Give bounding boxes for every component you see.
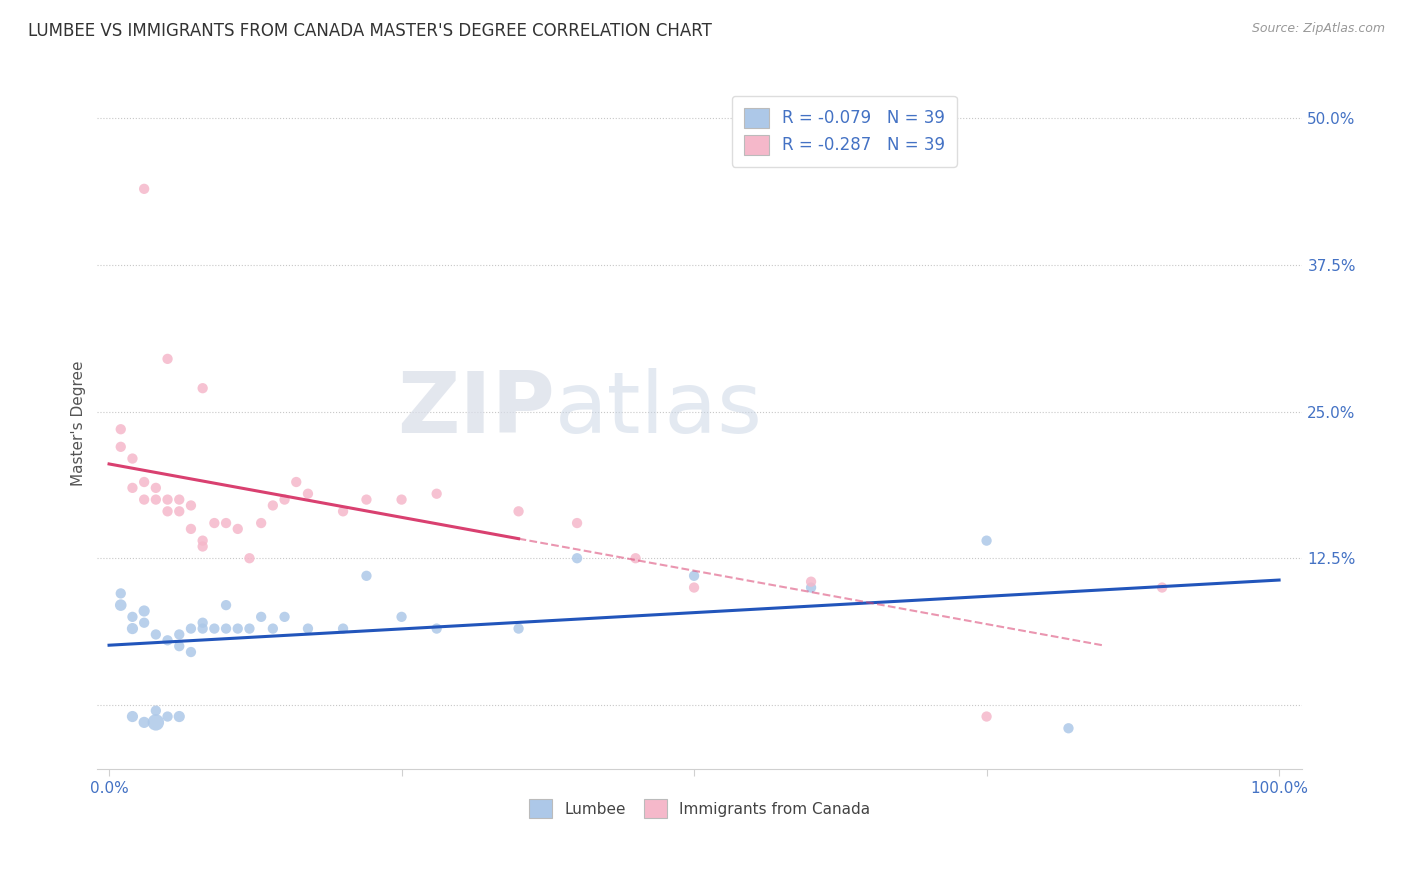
Point — [180, 522, 202, 536]
Point — [202, 516, 225, 530]
Point — [624, 551, 647, 566]
Point — [110, 422, 132, 436]
Point — [297, 487, 319, 501]
Point — [250, 610, 273, 624]
Text: LUMBEE VS IMMIGRANTS FROM CANADA MASTER'S DEGREE CORRELATION CHART: LUMBEE VS IMMIGRANTS FROM CANADA MASTER'… — [28, 22, 711, 40]
Point — [215, 516, 238, 530]
Point — [285, 475, 308, 489]
Point — [238, 622, 260, 636]
Point — [226, 622, 249, 636]
Point — [262, 622, 284, 636]
Point — [180, 645, 202, 659]
Point — [391, 492, 413, 507]
Legend: Lumbee, Immigrants from Canada: Lumbee, Immigrants from Canada — [523, 793, 877, 824]
Point — [191, 615, 214, 630]
Point — [356, 569, 378, 583]
Point — [1057, 721, 1080, 735]
Point — [134, 182, 156, 196]
Point — [391, 610, 413, 624]
Point — [273, 610, 295, 624]
Point — [167, 639, 190, 653]
Point — [202, 622, 225, 636]
Point — [134, 604, 156, 618]
Point — [1152, 581, 1174, 595]
Point — [976, 709, 998, 723]
Point — [145, 627, 167, 641]
Point — [156, 351, 179, 366]
Point — [508, 622, 530, 636]
Point — [215, 598, 238, 612]
Point — [565, 551, 588, 566]
Point — [426, 622, 449, 636]
Point — [145, 481, 167, 495]
Text: Source: ZipAtlas.com: Source: ZipAtlas.com — [1251, 22, 1385, 36]
Point — [426, 487, 449, 501]
Point — [215, 622, 238, 636]
Point — [332, 504, 354, 518]
Point — [121, 622, 143, 636]
Point — [121, 610, 143, 624]
Point — [800, 581, 823, 595]
Point — [332, 622, 354, 636]
Point — [134, 492, 156, 507]
Point — [191, 533, 214, 548]
Point — [145, 704, 167, 718]
Point — [191, 622, 214, 636]
Point — [683, 569, 706, 583]
Point — [191, 381, 214, 395]
Point — [262, 499, 284, 513]
Point — [273, 492, 295, 507]
Point — [121, 709, 143, 723]
Point — [121, 481, 143, 495]
Point — [800, 574, 823, 589]
Point — [976, 533, 998, 548]
Point — [121, 451, 143, 466]
Point — [145, 492, 167, 507]
Point — [110, 598, 132, 612]
Point — [110, 440, 132, 454]
Point — [167, 709, 190, 723]
Point — [565, 516, 588, 530]
Point — [145, 715, 167, 730]
Point — [167, 492, 190, 507]
Point — [110, 586, 132, 600]
Point — [167, 627, 190, 641]
Point — [250, 516, 273, 530]
Point — [134, 715, 156, 730]
Point — [356, 492, 378, 507]
Point — [683, 581, 706, 595]
Point — [134, 615, 156, 630]
Point — [156, 709, 179, 723]
Y-axis label: Master's Degree: Master's Degree — [72, 360, 86, 486]
Text: ZIP: ZIP — [398, 368, 555, 451]
Point — [297, 622, 319, 636]
Point — [238, 551, 260, 566]
Point — [180, 499, 202, 513]
Text: atlas: atlas — [555, 368, 763, 451]
Point — [167, 504, 190, 518]
Point — [156, 633, 179, 648]
Point — [191, 540, 214, 554]
Point — [180, 622, 202, 636]
Point — [134, 475, 156, 489]
Point — [156, 492, 179, 507]
Point — [508, 504, 530, 518]
Point — [156, 504, 179, 518]
Point — [226, 522, 249, 536]
